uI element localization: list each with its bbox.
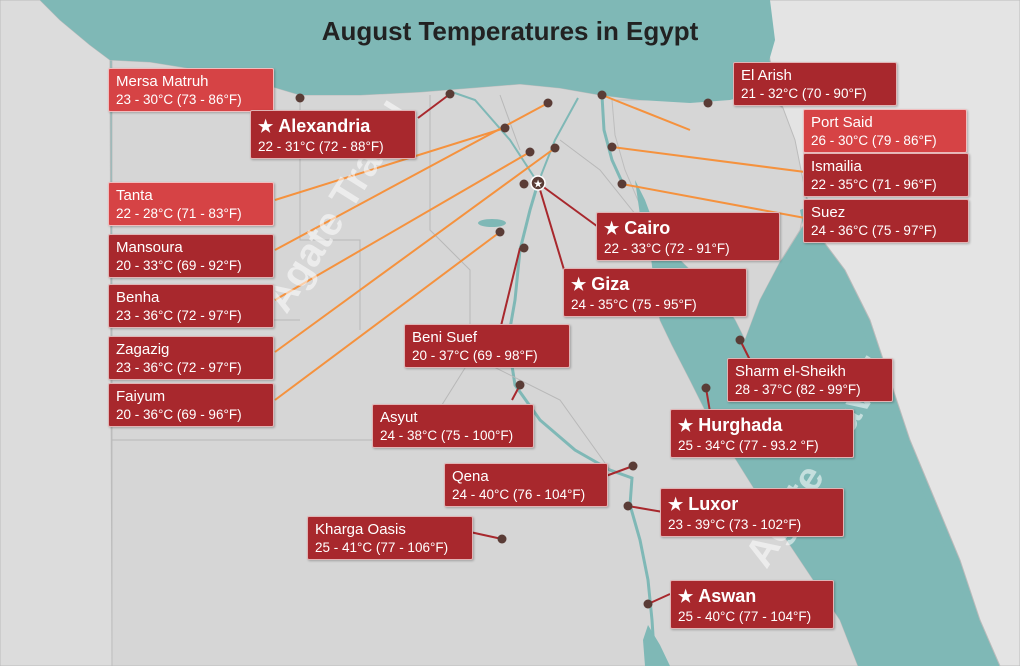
label-mersa-matruh: Mersa Matruh 23 - 30°C (73 - 86°F) — [108, 68, 274, 112]
city-temp: 28 - 37°C (82 - 99°F) — [735, 382, 861, 397]
dot-sharm — [735, 335, 745, 345]
western-land — [0, 0, 113, 666]
label-kharga-oasis: Kharga Oasis 25 - 41°C (77 - 106°F) — [307, 516, 473, 560]
city-name: Beni Suef — [412, 329, 478, 346]
city-temp: 21 - 32°C (70 - 90°F) — [741, 86, 867, 101]
city-name: El Arish — [741, 67, 792, 84]
city-temp: 23 - 30°C (73 - 86°F) — [116, 92, 242, 107]
cairo-star-icon: ★ — [533, 178, 543, 191]
label-sharm-el-sheikh: Sharm el-Sheikh 28 - 37°C (82 - 99°F) — [727, 358, 893, 402]
label-faiyum: Faiyum 20 - 36°C (69 - 96°F) — [108, 383, 274, 427]
city-name: Port Said — [811, 114, 873, 131]
label-el-arish: El Arish 21 - 32°C (70 - 90°F) — [733, 62, 897, 106]
dot-el-arish — [703, 98, 713, 108]
label-port-said: Port Said 26 - 30°C (79 - 86°F) — [803, 109, 967, 153]
dot-giza — [519, 179, 529, 189]
nile-river — [506, 182, 657, 666]
city-temp: 26 - 30°C (79 - 86°F) — [811, 133, 937, 148]
city-temp: 22 - 28°C (71 - 83°F) — [116, 206, 242, 221]
city-temp: 24 - 40°C (76 - 104°F) — [452, 487, 586, 502]
label-tanta: Tanta 22 - 28°C (71 - 83°F) — [108, 182, 274, 226]
city-temp: 20 - 37°C (69 - 98°F) — [412, 348, 538, 363]
nile-delta-branch-west — [451, 91, 539, 184]
lake-nasser — [643, 625, 670, 666]
city-temp: 22 - 31°C (72 - 88°F) — [258, 139, 384, 154]
city-temp: 24 - 35°C (75 - 95°F) — [571, 297, 697, 312]
dot-port-said — [597, 90, 607, 100]
dot-ismailia — [607, 142, 617, 152]
label-suez: Suez 24 - 36°C (75 - 97°F) — [803, 199, 969, 243]
city-name: Giza — [571, 273, 739, 296]
label-zagazig: Zagazig 23 - 36°C (72 - 97°F) — [108, 336, 274, 380]
city-name: Zagazig — [116, 341, 170, 358]
dot-faiyum — [495, 227, 505, 237]
lake-qarun — [478, 219, 506, 227]
label-hurghada: Hurghada 25 - 34°C (77 - 93.2 °F) — [670, 409, 854, 458]
city-name: Luxor — [668, 493, 836, 516]
label-alexandria: Alexandria 22 - 31°C (72 - 88°F) — [250, 110, 416, 159]
dot-suez — [617, 179, 627, 189]
city-name: Hurghada — [678, 414, 846, 437]
city-name: Kharga Oasis — [315, 521, 406, 538]
label-benha: Benha 23 - 36°C (72 - 97°F) — [108, 284, 274, 328]
city-name: Suez — [811, 204, 846, 221]
label-mansoura: Mansoura 20 - 33°C (69 - 92°F) — [108, 234, 274, 278]
dot-mersa-matruh — [295, 93, 305, 103]
dot-benha — [525, 147, 535, 157]
city-name: Sharm el-Sheikh — [735, 363, 846, 380]
city-temp: 24 - 38°C (75 - 100°F) — [380, 428, 514, 443]
label-beni-suef: Beni Suef 20 - 37°C (69 - 98°F) — [404, 324, 570, 368]
city-temp: 22 - 33°C (72 - 91°F) — [604, 241, 730, 256]
city-name: Alexandria — [258, 115, 408, 138]
cairo-marker — [530, 175, 546, 191]
label-giza: Giza 24 - 35°C (75 - 95°F) — [563, 268, 747, 317]
mediterranean-sea — [40, 0, 775, 103]
dot-alexandria — [445, 89, 455, 99]
dot-aswan — [643, 599, 653, 609]
label-asyut: Asyut 24 - 38°C (75 - 100°F) — [372, 404, 534, 448]
city-name: Tanta — [116, 187, 153, 204]
dot-qena — [628, 461, 638, 471]
label-luxor: Luxor 23 - 39°C (73 - 102°F) — [660, 488, 844, 537]
city-temp: 24 - 36°C (75 - 97°F) — [811, 223, 937, 238]
city-temp: 22 - 35°C (71 - 96°F) — [811, 177, 937, 192]
dot-beni-suef — [519, 243, 529, 253]
label-qena: Qena 24 - 40°C (76 - 104°F) — [444, 463, 608, 507]
nile-delta-branch-east — [537, 97, 579, 184]
dot-zagazig — [550, 143, 560, 153]
label-cairo: Cairo 22 - 33°C (72 - 91°F) — [596, 212, 780, 261]
city-name: Cairo — [604, 217, 772, 240]
city-dots — [295, 89, 745, 609]
city-name: Benha — [116, 289, 160, 306]
city-temp: 25 - 40°C (77 - 104°F) — [678, 609, 812, 624]
city-name: Ismailia — [811, 158, 862, 175]
dot-asyut — [515, 380, 525, 390]
city-temp: 23 - 39°C (73 - 102°F) — [668, 517, 802, 532]
city-name: Mersa Matruh — [116, 73, 209, 90]
dot-luxor — [623, 501, 633, 511]
city-name: Mansoura — [116, 239, 183, 256]
label-ismailia: Ismailia 22 - 35°C (71 - 96°F) — [803, 153, 969, 197]
label-aswan: Aswan 25 - 40°C (77 - 104°F) — [670, 580, 834, 629]
city-temp: 23 - 36°C (72 - 97°F) — [116, 308, 242, 323]
city-temp: 23 - 36°C (72 - 97°F) — [116, 360, 242, 375]
city-temp: 20 - 33°C (69 - 92°F) — [116, 258, 242, 273]
dot-kharga — [497, 534, 507, 544]
city-name: Asyut — [380, 409, 418, 426]
dot-tanta — [500, 123, 510, 133]
city-name: Faiyum — [116, 388, 166, 405]
city-temp: 25 - 41°C (77 - 106°F) — [315, 540, 449, 555]
city-temp: 25 - 34°C (77 - 93.2 °F) — [678, 438, 819, 453]
city-name: Aswan — [678, 585, 826, 608]
city-temp: 20 - 36°C (69 - 96°F) — [116, 407, 242, 422]
city-name: Qena — [452, 468, 489, 485]
dot-mansoura — [543, 98, 553, 108]
map-title: August Temperatures in Egypt — [321, 16, 699, 46]
dot-hurghada — [701, 383, 711, 393]
